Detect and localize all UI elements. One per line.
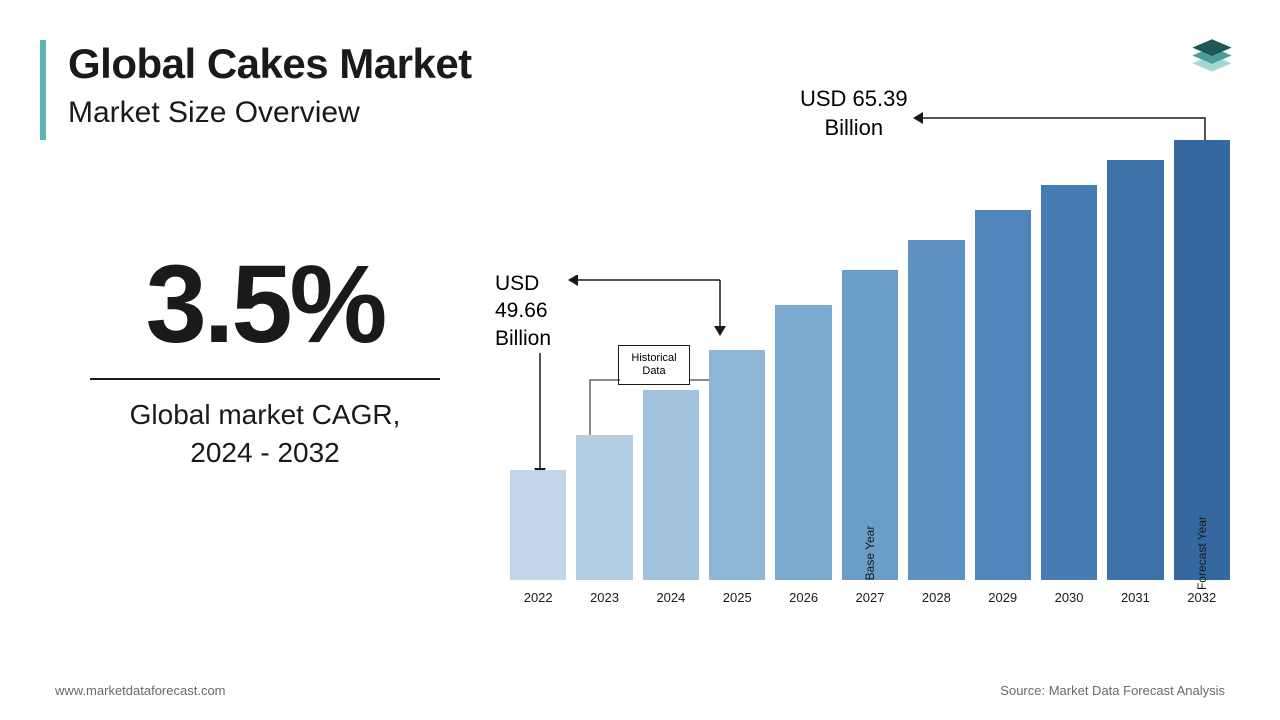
bar-column: 2030: [1041, 185, 1097, 605]
bar-column: 2026: [775, 305, 831, 605]
page-title: Global Cakes Market: [68, 40, 472, 88]
bar-column: 2029: [975, 210, 1031, 605]
bar-column: 2024: [643, 390, 699, 605]
footer-url: www.marketdataforecast.com: [55, 683, 226, 698]
bar: [975, 210, 1031, 580]
bar: [1107, 160, 1163, 580]
bar-year-label: 2030: [1055, 590, 1084, 605]
bar-container: 2022 2023 2024 2025 2026 Base Year 2027 2028 202…: [510, 125, 1230, 605]
bar-year-label: 2032: [1187, 590, 1216, 605]
footer-source: Source: Market Data Forecast Analysis: [1000, 683, 1225, 698]
page-subtitle: Market Size Overview: [68, 96, 472, 130]
bar: [709, 350, 765, 580]
bar-year-label: 2024: [656, 590, 685, 605]
bar-inner-label: Base Year: [863, 526, 877, 581]
bar-year-label: 2027: [856, 590, 885, 605]
cagr-label: Global market CAGR, 2024 - 2032: [90, 396, 440, 472]
bar: [643, 390, 699, 580]
header: Global Cakes Market Market Size Overview: [50, 40, 472, 130]
cagr-value: 3.5%: [90, 250, 440, 360]
bar-year-label: 2023: [590, 590, 619, 605]
cagr-label-line2: 2024 - 2032: [190, 437, 339, 468]
bar: [1041, 185, 1097, 580]
bar-inner-label: Forecast Year: [1195, 516, 1209, 590]
bar: [576, 435, 632, 580]
bar: [510, 470, 566, 580]
bar-year-label: 2022: [524, 590, 553, 605]
cagr-label-line1: Global market CAGR,: [130, 399, 401, 430]
bar-year-label: 2026: [789, 590, 818, 605]
bar-column: 2031: [1107, 160, 1163, 605]
bar: [775, 305, 831, 580]
bar: Forecast Year: [1174, 140, 1230, 580]
cagr-divider: [90, 378, 440, 380]
bar-year-label: 2029: [988, 590, 1017, 605]
bar-column: 2023: [576, 435, 632, 605]
bar-column: 2028: [908, 240, 964, 605]
accent-bar: [40, 40, 46, 140]
callout-end-line1: USD 65.39: [800, 86, 908, 111]
bar: Base Year: [842, 270, 898, 580]
bar-column: 2022: [510, 470, 566, 605]
bar-year-label: 2025: [723, 590, 752, 605]
bar: [908, 240, 964, 580]
bar-column: Forecast Year2032: [1174, 140, 1230, 605]
chart-area: USD 65.39 Billion USD 49.66 Billion Hist…: [510, 70, 1230, 630]
cagr-block: 3.5% Global market CAGR, 2024 - 2032: [90, 250, 440, 472]
bar-column: Base Year 2027: [842, 270, 898, 605]
bar-column: 2025: [709, 350, 765, 605]
bar-year-label: 2028: [922, 590, 951, 605]
bar-year-label: 2031: [1121, 590, 1150, 605]
